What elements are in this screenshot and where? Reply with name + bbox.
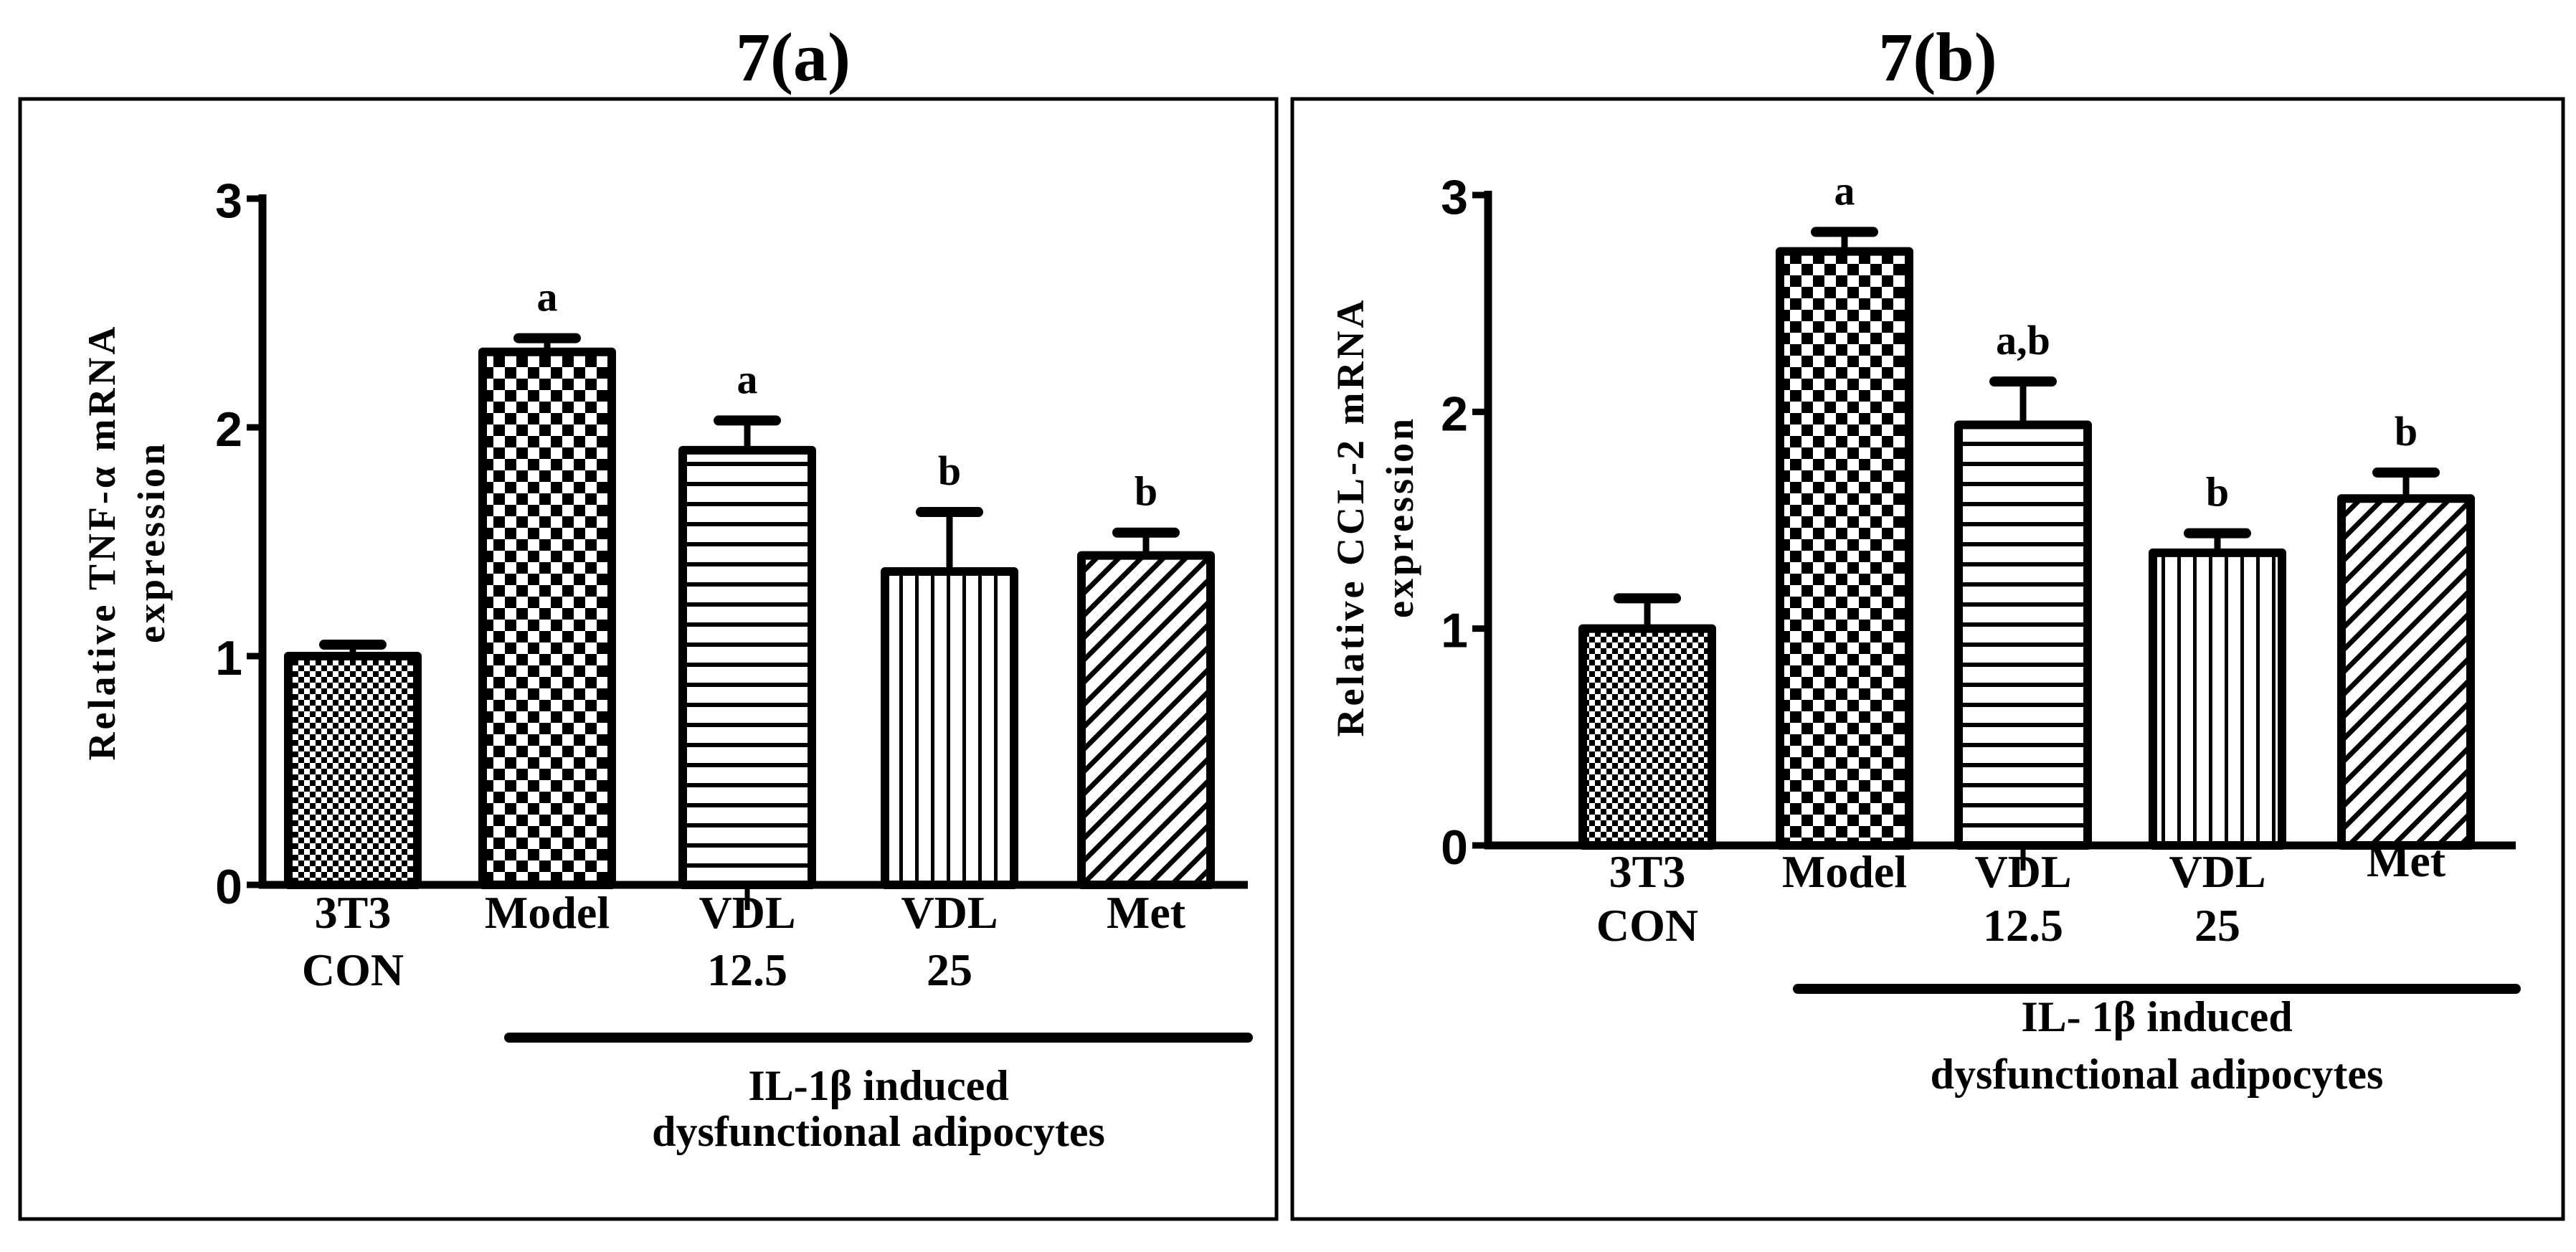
panel-a-frame <box>18 97 1279 1221</box>
x-tick-label: Model <box>485 887 610 938</box>
bar <box>678 445 816 889</box>
group-label: IL-1β induced <box>748 1062 1008 1109</box>
significance-label: b <box>2206 469 2229 516</box>
x-tick-label: VDL <box>901 887 998 938</box>
bar <box>1077 551 1215 889</box>
significance-label: a,b <box>1996 317 2050 364</box>
significance-label: a <box>737 356 758 402</box>
bar <box>2149 548 2286 850</box>
significance-label: a <box>1834 167 1855 214</box>
x-tick-label: Met <box>1107 887 1186 938</box>
x-tick-label: 12.5 <box>707 944 787 995</box>
significance-label: b <box>1135 468 1157 515</box>
group-label: dysfunctional adipocytes <box>1931 1051 2384 1098</box>
x-tick-label: 25 <box>927 944 972 995</box>
bar <box>1578 624 1716 850</box>
chart-title: 7(b) <box>1878 19 1997 95</box>
y-axis-label: expression <box>130 441 173 643</box>
bar <box>1954 420 2092 850</box>
bar <box>1776 247 1913 850</box>
y-tick-label: 3 <box>215 174 242 228</box>
significance-label: b <box>2395 408 2418 455</box>
y-axis-label: Relative TNF-α mRNA <box>80 323 123 760</box>
x-tick-label: VDL <box>2169 846 2265 897</box>
x-tick-label: CON <box>302 944 404 995</box>
x-tick-label: 12.5 <box>1983 900 2063 951</box>
y-tick-label: 2 <box>215 402 242 457</box>
x-tick-label: CON <box>1596 900 1698 951</box>
y-axis-label: expression <box>1378 416 1421 618</box>
y-tick-label: 0 <box>215 860 242 914</box>
y-tick-label: 3 <box>1441 170 1468 224</box>
x-tick-label: Model <box>1782 846 1907 897</box>
y-tick-label: 2 <box>1441 386 1468 441</box>
bar <box>478 347 616 890</box>
chart-title: 7(a) <box>736 19 851 95</box>
bar <box>284 652 422 889</box>
y-tick-label: 1 <box>215 631 242 686</box>
group-label: dysfunctional adipocytes <box>652 1108 1105 1155</box>
panel-b-frame <box>1290 97 2565 1221</box>
x-tick-label: 3T3 <box>315 887 392 938</box>
y-tick-label: 0 <box>1441 820 1468 875</box>
y-tick-label: 1 <box>1441 604 1468 658</box>
chart-7a: 7(a) Relative TNF-α mRNA expression 3T3 CON a… <box>80 19 1253 1155</box>
group-label: IL- 1β induced <box>2021 993 2292 1040</box>
x-tick-label: 3T3 <box>1609 846 1686 897</box>
bar <box>881 566 1018 889</box>
significance-label: b <box>938 447 961 494</box>
significance-label: a <box>537 274 558 321</box>
bar <box>2337 494 2475 850</box>
x-tick-label: 25 <box>2194 900 2240 951</box>
y-axis-label: Relative CCL-2 mRNA <box>1329 298 1372 737</box>
